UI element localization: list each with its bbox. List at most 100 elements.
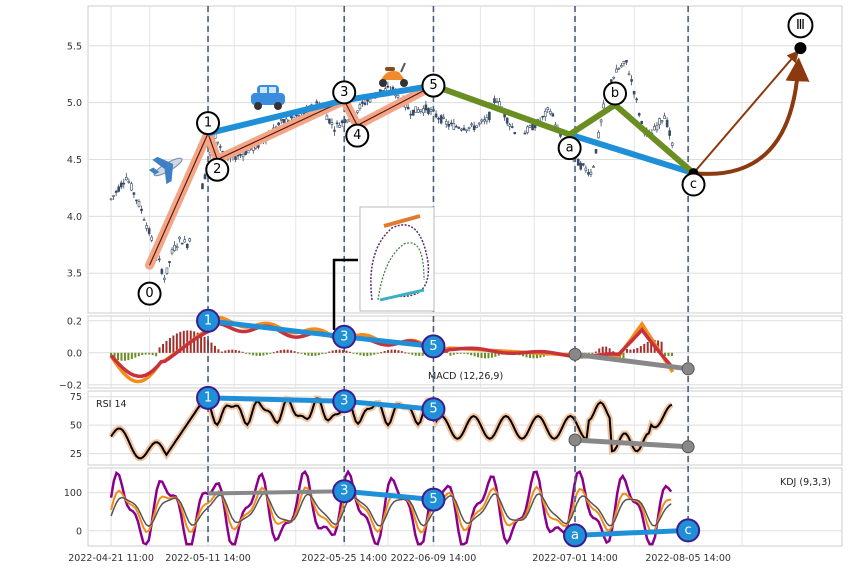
rsi-y-tick-label: 50	[70, 421, 82, 432]
candle-body	[147, 228, 151, 234]
candle-body	[203, 174, 207, 180]
macd-histogram-bar	[667, 352, 670, 356]
candle-body	[627, 73, 631, 76]
candle-body	[541, 115, 545, 118]
macd-histogram-bar	[407, 352, 410, 354]
macd-histogram-bar	[646, 341, 649, 353]
wave-label-circle	[345, 123, 370, 148]
candle-body	[602, 103, 605, 109]
macd-histogram-bar	[137, 352, 140, 357]
candle-body	[188, 238, 192, 242]
macd-histogram-bar	[238, 350, 241, 353]
macd-histogram-bar	[487, 352, 490, 359]
wave-label-text: c	[690, 177, 697, 192]
coaster-car-icon	[379, 288, 425, 302]
macd-histogram-bar	[210, 342, 213, 353]
rsi-wave-text: 3	[340, 394, 348, 409]
macd-histogram-bar	[470, 352, 473, 356]
macd-histogram-bar	[414, 352, 417, 356]
projection-arrow-curved	[693, 57, 810, 176]
candle-body	[429, 109, 433, 112]
candle-body	[112, 195, 115, 197]
coaster-track-icon	[370, 224, 430, 301]
candle-body	[442, 116, 445, 119]
macd-histogram-bar	[148, 352, 151, 355]
candle-body	[477, 122, 481, 125]
candle-body	[543, 111, 547, 117]
macd-histogram-bar	[175, 333, 178, 353]
candle-body	[472, 125, 476, 131]
macd-histogram-bar	[110, 352, 113, 358]
candle-body	[551, 113, 555, 117]
macd-histogram-bar	[213, 345, 216, 353]
candle-body	[130, 183, 133, 191]
candle-body	[158, 258, 161, 261]
candle-body	[409, 113, 412, 116]
candle-body	[493, 98, 496, 103]
candle-body	[315, 101, 319, 104]
candle-body	[142, 219, 146, 221]
candle-body	[338, 124, 341, 128]
candle-body	[175, 246, 179, 248]
macd-y-tick-label: 0.2	[67, 316, 82, 327]
macd-histogram-bar	[307, 352, 310, 356]
macd-histogram-bar	[477, 352, 480, 358]
corrective-wave-line	[432, 82, 696, 176]
macd-histogram-bar	[241, 351, 244, 353]
candle-body	[135, 199, 138, 202]
kdj-wave-circle	[421, 487, 446, 512]
candle-body	[386, 85, 390, 88]
candle-body	[216, 141, 220, 144]
macd-histogram-bar	[529, 352, 532, 359]
macd-histogram-bar	[335, 349, 338, 353]
candle-body	[632, 90, 636, 95]
impulse-wave-line	[149, 85, 434, 266]
candle-body	[592, 166, 595, 168]
wave-label-text: 5	[429, 78, 437, 93]
candle-body	[279, 118, 283, 121]
rsi-wave-circle	[332, 389, 357, 414]
candle-body	[480, 119, 484, 122]
candle-body	[554, 124, 557, 127]
kdj-bottom-wave-text: a	[571, 528, 579, 543]
candle-body	[117, 186, 120, 192]
macd-histogram-bar	[366, 352, 369, 356]
macd-histogram-bar	[220, 351, 223, 353]
candle-body	[439, 115, 443, 124]
macd-histogram-bar	[421, 352, 424, 356]
candle-body	[452, 123, 456, 130]
candle-body	[653, 126, 656, 131]
wave-label-text: 0	[145, 286, 153, 301]
candle-body	[467, 126, 471, 129]
macd-histogram-bar	[650, 340, 653, 353]
rsi-wave-circle	[196, 385, 221, 410]
macd-histogram-bar	[598, 348, 601, 353]
macd-histogram-bar	[328, 351, 331, 353]
candle-body	[579, 162, 583, 170]
candle-body	[234, 156, 237, 160]
panel-frame-kdj	[87, 467, 843, 547]
candle-body	[513, 132, 517, 135]
candle-body	[630, 79, 633, 82]
macd-wave-circle	[421, 334, 446, 359]
macd-bottom-divergence-dot	[568, 347, 582, 361]
wave-label-text: a	[566, 141, 574, 156]
kdj-y-tick-label: 100	[64, 488, 82, 499]
candle-body	[396, 94, 400, 98]
macd-histogram-bar	[393, 349, 396, 353]
macd-histogram-bar	[369, 352, 372, 356]
kdj-bottom-wave-circle	[676, 518, 701, 543]
macd-histogram-bar	[324, 352, 327, 354]
panel-frame-macd	[87, 315, 843, 389]
candle-body	[358, 104, 362, 109]
candle-body	[241, 153, 245, 158]
kdj-wave-text: 5	[429, 492, 437, 507]
candle-body	[282, 119, 286, 123]
candle-body	[422, 108, 425, 114]
macd-wave-circle	[196, 308, 221, 333]
candle-body	[505, 117, 509, 124]
macd-histogram-bar	[670, 352, 673, 356]
candle-body	[523, 132, 527, 135]
candle-body	[239, 153, 242, 156]
candle-body	[109, 198, 113, 201]
